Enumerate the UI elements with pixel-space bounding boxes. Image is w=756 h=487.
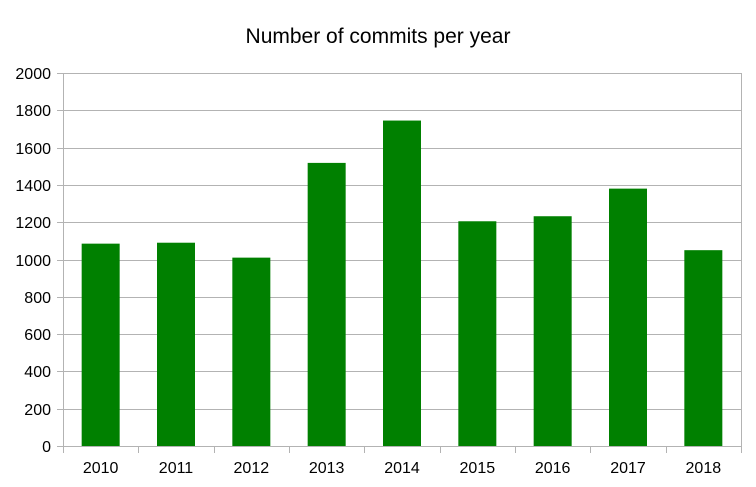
bar-2011 [157,242,195,446]
chart-title: Number of commits per year [246,25,511,48]
y-tick-label: 600 [24,327,51,344]
bar-2016 [533,216,572,446]
axes [63,73,742,453]
bar-2012 [232,257,271,446]
bars [81,120,723,447]
x-tick-label: 2017 [610,460,646,477]
x-tick-label: 2010 [83,460,119,477]
y-tick-label: 800 [24,290,51,307]
y-tick-label: 1600 [15,141,51,158]
bar-2017 [609,188,647,446]
bar-2013 [307,162,346,446]
y-tick-labels: 0 200 400 600 800 1000 1200 1400 1600 1800 2000 [15,66,51,456]
y-tick-label: 1200 [15,215,51,232]
bar-2015 [458,221,497,446]
y-tick-label: 0 [42,439,51,456]
y-tick-label: 2000 [15,66,51,83]
bar-2018 [684,250,723,446]
x-tick-label: 2011 [159,460,194,477]
y-tick-label: 1000 [15,253,51,270]
x-tick-label: 2013 [309,460,345,477]
bar-2014 [383,120,421,447]
x-tick-label: 2012 [234,460,270,477]
y-tick-label: 1800 [15,103,51,120]
x-tick-label: 2015 [460,460,496,477]
bar-2010 [81,243,120,446]
x-tick-label: 2014 [384,460,420,477]
y-tick-label: 400 [24,364,51,381]
y-tick-label: 200 [24,402,51,419]
x-tick-labels: 2010 2011 2012 2013 2014 2015 2016 2017 2018 [83,460,721,477]
x-tick-label: 2018 [686,460,722,477]
y-tick-label: 1400 [15,178,51,195]
x-tick-label: 2016 [535,460,571,477]
